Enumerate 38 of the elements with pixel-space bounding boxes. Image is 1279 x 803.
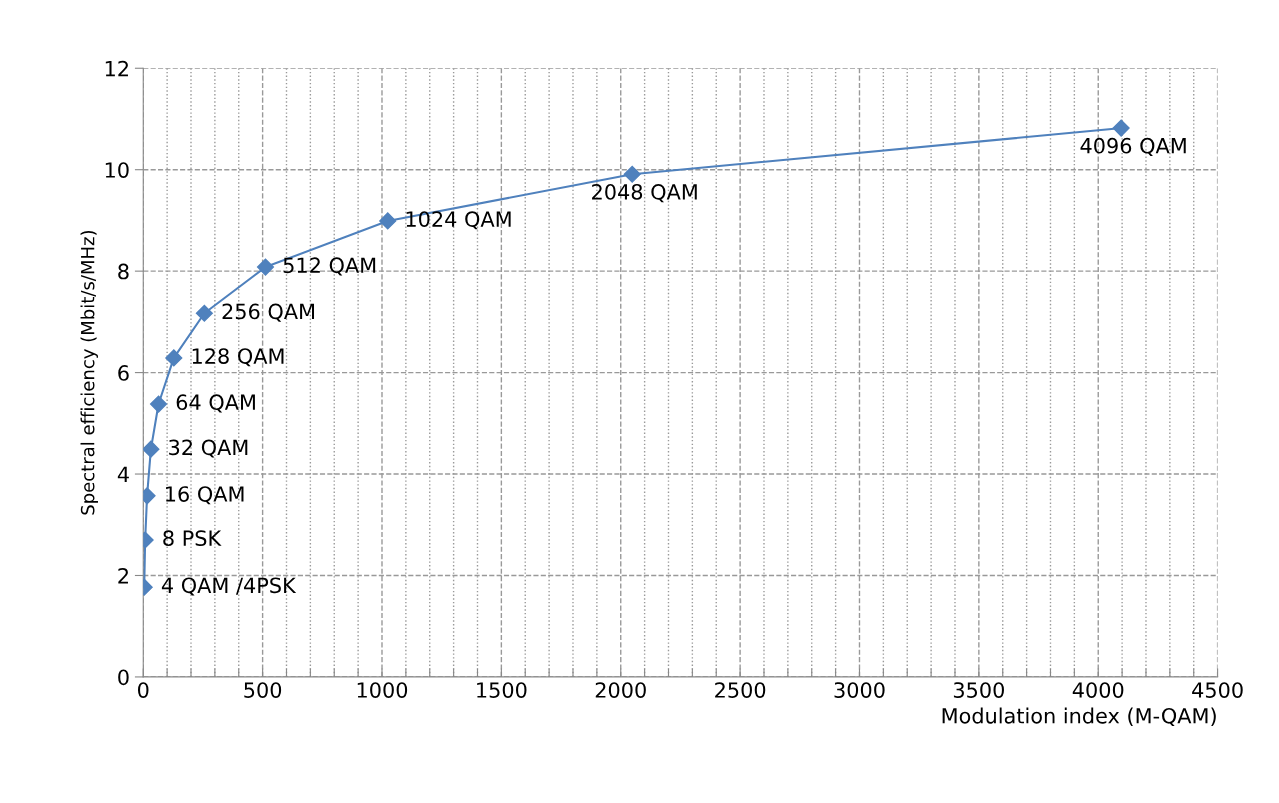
point	[143, 440, 160, 458]
point	[1112, 119, 1130, 137]
x-tick-label: 2000	[595, 682, 646, 698]
point	[195, 304, 213, 322]
y-tick-label: 2	[118, 567, 128, 584]
annotation: 4 QAM /4PSK	[161, 577, 297, 596]
point	[256, 258, 275, 276]
x-tick-label: 2500	[715, 682, 766, 698]
annotation: 32 QAM	[169, 439, 248, 458]
x-tick-label: 4500	[1192, 682, 1243, 698]
annotation: 128 QAM	[192, 348, 284, 367]
x-tick-label: 3000	[834, 682, 885, 698]
y-tick-label: 4	[117, 466, 129, 482]
point	[165, 349, 183, 367]
y-axis-title: Spectral efficiency (Mbit/s/MHz)	[80, 230, 98, 515]
y-tick-label: 12	[105, 60, 128, 77]
y-tick-label: 10	[105, 162, 129, 178]
annotation: 2048 QAM	[592, 184, 697, 203]
annotation: 1024 QAM	[406, 211, 511, 230]
x-tick-label: 500	[244, 682, 282, 698]
x-tick-label: 1500	[477, 682, 527, 698]
annotation: 16 QAM	[166, 486, 244, 505]
x-tick-label: 0	[137, 682, 149, 698]
annotation: 256 QAM	[222, 303, 315, 322]
point	[623, 165, 641, 183]
x-tick-label: 1000	[357, 682, 408, 698]
annotation: 8 PSK	[163, 530, 222, 547]
y-tick-label: 8	[118, 263, 129, 280]
x-axis-title: Modulation index (M-QAM)	[942, 707, 1216, 727]
annotation: 512 QAM	[283, 257, 376, 276]
y-tick-label: 6	[118, 365, 129, 381]
point	[149, 395, 168, 413]
annotation: 64 QAM	[176, 394, 255, 413]
x-tick-label: 4000	[1072, 682, 1124, 698]
point	[379, 212, 397, 230]
y-tick-label: 0	[118, 669, 129, 686]
x-tick-label: 3500	[953, 682, 1004, 698]
annotation: 4096 QAM	[1080, 137, 1186, 156]
